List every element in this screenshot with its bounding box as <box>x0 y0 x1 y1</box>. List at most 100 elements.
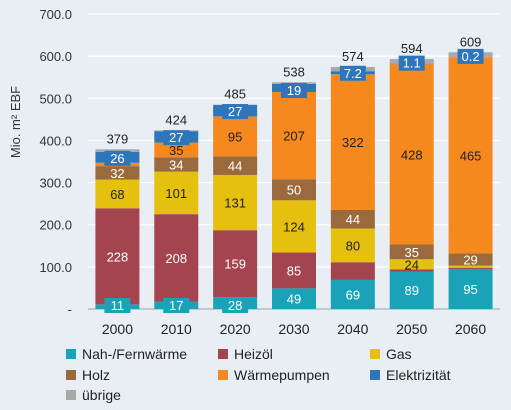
bar-segment <box>213 174 258 231</box>
x-tick-label: 2030 <box>278 321 309 337</box>
data-label: 27 <box>169 130 183 145</box>
legend-item: übrige <box>66 387 121 403</box>
bar-stack-2020: 28 159 131 44 95 27 485 <box>213 87 258 313</box>
bar-segment <box>95 149 140 152</box>
legend-swatch <box>370 370 380 380</box>
y-axis: - 100.0 200.0 300.0 400.0 500.0 600.0 700.0 <box>39 7 500 317</box>
bar-segment <box>330 74 375 210</box>
legend: Nah-/Fernwärme Heizöl Gas Holz Wärmepumpen El… <box>66 346 451 403</box>
data-label-box <box>222 298 249 313</box>
data-label: 159 <box>224 257 246 272</box>
legend-swatch <box>218 349 228 359</box>
data-label-box <box>222 104 249 120</box>
bar-segment <box>272 179 316 201</box>
bar-segment <box>95 208 140 305</box>
x-tick-label: 2040 <box>337 321 368 337</box>
bar-segment <box>154 171 199 215</box>
data-label: 101 <box>165 186 187 201</box>
total-label: 538 <box>283 64 305 79</box>
bar-segment <box>272 252 316 289</box>
y-tick-label: 200.0 <box>39 218 72 233</box>
legend-label: Nah-/Fernwärme <box>82 346 187 362</box>
y-tick-label: 100.0 <box>39 260 72 275</box>
data-label: 26 <box>110 151 124 166</box>
data-label: 44 <box>228 159 242 174</box>
data-label: 207 <box>283 129 305 144</box>
legend-item: Holz <box>66 367 110 383</box>
y-tick-label: 600.0 <box>39 49 72 64</box>
legend-label: Wärmepumpen <box>234 367 330 383</box>
bar-segment <box>330 262 375 280</box>
data-label: 131 <box>224 196 246 211</box>
y-tick-label: 500.0 <box>39 91 72 106</box>
data-label: 49 <box>287 292 301 307</box>
bar-segment <box>330 228 375 263</box>
bar-segment <box>448 268 493 309</box>
legend-item: Elektrizität <box>370 367 451 383</box>
legend-item: Wärmepumpen <box>218 367 330 383</box>
data-label: 95 <box>228 129 242 144</box>
data-label-box <box>163 130 190 146</box>
data-label-box <box>339 65 366 81</box>
legend-swatch <box>218 370 228 380</box>
data-label: 208 <box>165 251 187 266</box>
bar-segment <box>272 288 316 309</box>
data-label: 85 <box>287 263 301 278</box>
x-tick-label: 2010 <box>161 321 192 337</box>
legend-swatch <box>66 349 76 359</box>
bar-segment <box>389 64 434 245</box>
data-label: 89 <box>404 283 418 298</box>
data-label: 228 <box>107 249 129 264</box>
y-tick-label: - <box>68 302 72 317</box>
bar-segment <box>389 269 434 272</box>
data-label: 80 <box>346 238 360 253</box>
data-label: 50 <box>287 183 301 198</box>
legend-label: übrige <box>82 387 121 403</box>
data-label: 124 <box>283 219 305 234</box>
bar-segment <box>213 156 258 175</box>
legend-label: Gas <box>386 346 412 362</box>
data-label: 68 <box>110 187 124 202</box>
bars: 1122868322637917208101343527424281591314… <box>95 34 493 313</box>
data-label-box <box>104 298 131 313</box>
legend-item: Nah-/Fernwärme <box>66 346 187 362</box>
bar-stack-2030: 49 85 124 50 207 19 538 <box>272 64 316 309</box>
data-label: 11 <box>111 298 125 313</box>
legend-label: Heizöl <box>234 346 273 362</box>
y-tick-label: 700.0 <box>39 7 72 22</box>
y-tick-label: 300.0 <box>39 176 72 191</box>
data-label: 95 <box>463 282 477 297</box>
total-label: 609 <box>460 34 482 49</box>
bar-segment <box>389 244 434 260</box>
bar-segment <box>448 57 493 254</box>
x-axis: 2000 2010 2020 2030 2040 2050 2060 <box>102 321 487 337</box>
data-label-box <box>457 48 484 64</box>
data-label: 35 <box>404 245 418 260</box>
bar-segment <box>272 91 316 180</box>
bar-segment <box>389 271 434 309</box>
bar-segment <box>213 230 258 298</box>
bar-segment <box>154 142 199 158</box>
data-label: 32 <box>110 166 124 181</box>
data-label: 27 <box>228 104 242 119</box>
x-tick-label: 2000 <box>102 321 133 337</box>
data-label-box <box>398 55 425 71</box>
data-label: 17 <box>169 298 183 313</box>
legend-item: Heizöl <box>218 346 273 362</box>
legend-item: Gas <box>370 346 412 362</box>
data-label: 1.1 <box>403 56 421 71</box>
x-tick-label: 2060 <box>455 321 486 337</box>
legend-label: Holz <box>82 367 110 383</box>
bar-segment <box>95 179 140 209</box>
bar-segment <box>448 265 493 268</box>
x-tick-label: 2020 <box>220 321 251 337</box>
bar-segment <box>448 253 493 266</box>
legend-swatch <box>66 370 76 380</box>
legend-swatch <box>66 390 76 400</box>
bar-segment <box>154 157 199 172</box>
data-label: 69 <box>346 287 360 302</box>
bar-segment <box>213 116 258 157</box>
